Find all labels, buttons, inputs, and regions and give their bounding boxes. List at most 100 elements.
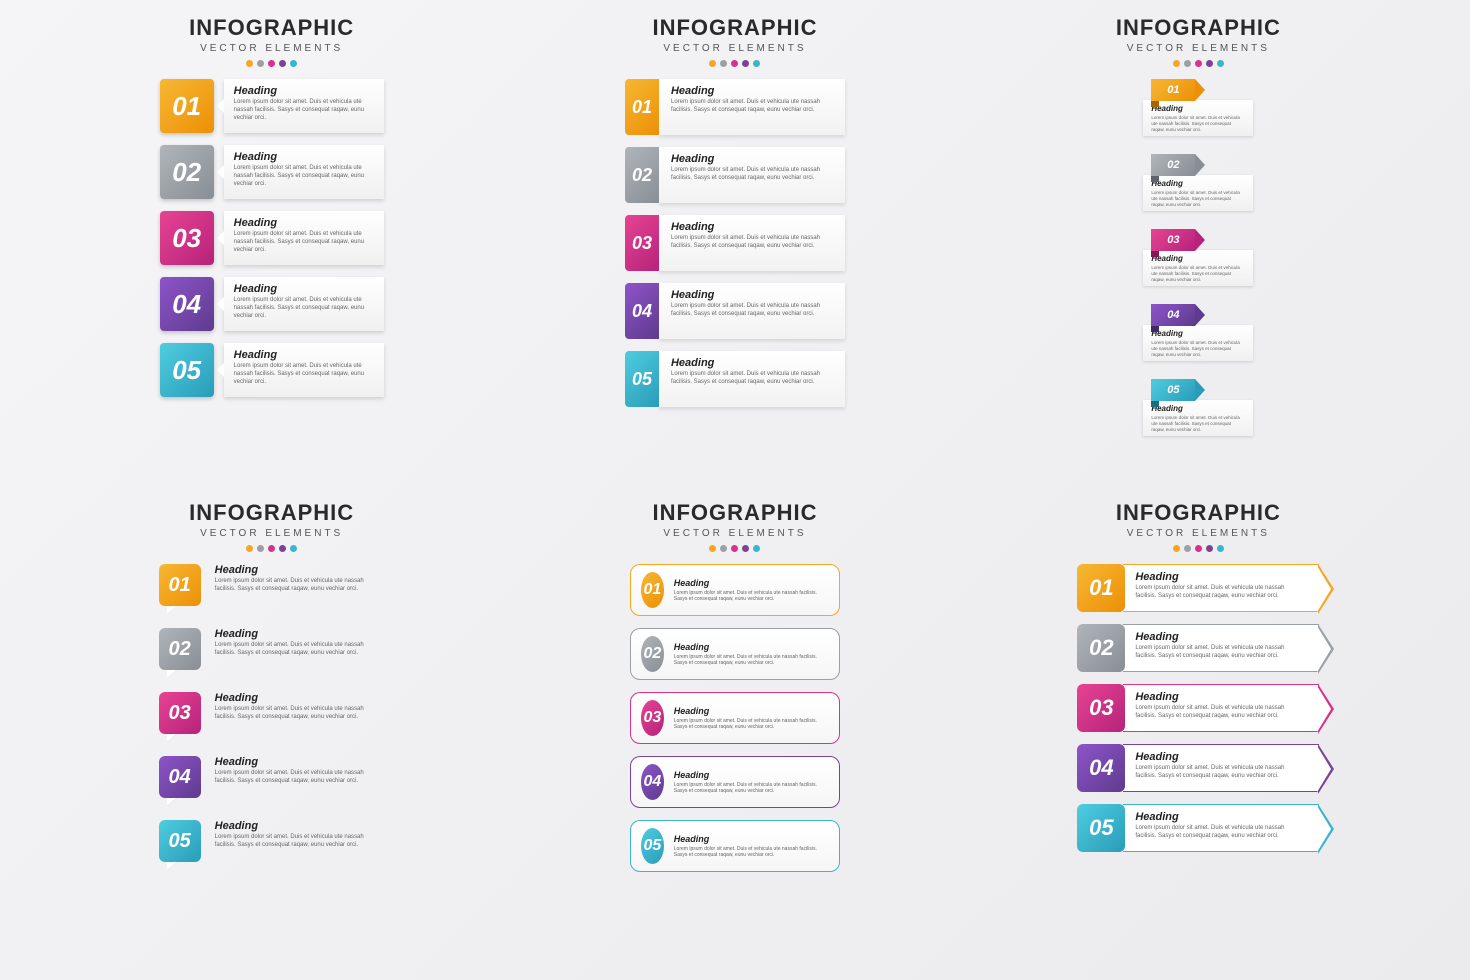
panel-title: INFOGRAPHIC xyxy=(189,500,354,526)
panel-title: INFOGRAPHIC xyxy=(652,15,817,41)
number-badge: 02 xyxy=(160,145,214,199)
list-item: 02HeadingLorem ipsum dolor sit amet. Dui… xyxy=(160,145,384,199)
item-body: Lorem ipsum dolor sit amet. Duis et vehi… xyxy=(671,371,833,387)
list-item: 05 Heading Lorem ipsum dolor sit amet. Dui… xyxy=(160,343,384,397)
item-text: HeadingLorem ipsum dolor sit amet. Duis … xyxy=(674,642,829,667)
ribbon-fold xyxy=(1151,176,1159,182)
number-badge: 01 xyxy=(160,79,214,133)
item-banner: HeadingLorem ipsum dolor sit amet. Duis … xyxy=(1123,564,1319,612)
item-card: HeadingLorem ipsum dolor sit amet. Duis … xyxy=(659,215,845,271)
item-body: Lorem ipsum dolor sit amet. Duis et vehi… xyxy=(674,718,829,731)
item-card: HeadingLorem ipsum dolor sit amet. Duis … xyxy=(659,79,845,135)
infographic-panel-3: INFOGRAPHICVECTOR ELEMENTS01HeadingLorem… xyxy=(987,15,1410,480)
item-text: Heading Lorem ipsum dolor sit amet. Duis … xyxy=(215,756,385,786)
color-dot xyxy=(279,545,286,552)
item-heading: Heading xyxy=(215,756,385,768)
item-heading: Heading xyxy=(234,151,374,163)
item-heading: Heading xyxy=(1135,751,1306,763)
item-heading: Heading xyxy=(215,564,385,576)
panel-header: INFOGRAPHICVECTOR ELEMENTS xyxy=(189,15,354,67)
ribbon-fold xyxy=(1151,251,1159,257)
item-text: HeadingLorem ipsum dolor sit amet. Duis … xyxy=(674,834,829,859)
item-heading: Heading xyxy=(674,706,829,716)
item-body: Lorem ipsum dolor sit amet. Duis et vehi… xyxy=(1135,825,1306,841)
item-text: Heading Lorem ipsum dolor sit amet. Duis … xyxy=(215,692,385,722)
item-heading: Heading xyxy=(234,85,374,97)
list-item: 04HeadingLorem ipsum dolor sit amet. Dui… xyxy=(1077,744,1319,792)
color-dot xyxy=(1184,60,1191,67)
infographic-panel-5: INFOGRAPHICVECTOR ELEMENTS01HeadingLorem… xyxy=(523,500,946,965)
item-card: HeadingLorem ipsum dolor sit amet. Duis … xyxy=(659,351,845,407)
list-item: 01HeadingLorem ipsum dolor sit amet. Dui… xyxy=(1077,564,1319,612)
item-body: Lorem ipsum dolor sit amet. Duis et vehi… xyxy=(234,231,374,254)
item-heading: Heading xyxy=(234,349,374,361)
list-item: 04HeadingLorem ipsum dolor sit amet. Dui… xyxy=(625,283,845,339)
color-dot xyxy=(1206,60,1213,67)
list-item: 01HeadingLorem ipsum dolor sit amet. Dui… xyxy=(625,79,845,135)
item-heading: Heading xyxy=(1151,254,1245,263)
item-body: Lorem ipsum dolor sit amet. Duis et vehi… xyxy=(215,706,385,722)
number-arrow: 04 xyxy=(1151,304,1195,326)
number-badge: 05 xyxy=(1077,804,1125,852)
panel-title: INFOGRAPHIC xyxy=(189,15,354,41)
item-body: Lorem ipsum dolor sit amet. Duis et vehi… xyxy=(234,363,374,386)
list-item: 01HeadingLorem ipsum dolor sit amet. Dui… xyxy=(630,564,840,616)
item-card: HeadingLorem ipsum dolor sit amet. Duis … xyxy=(224,79,384,133)
item-text: HeadingLorem ipsum dolor sit amet. Duis … xyxy=(215,628,385,658)
item-heading: Heading xyxy=(674,770,829,780)
item-text: HeadingLorem ipsum dolor sit amet. Duis … xyxy=(215,820,385,850)
panel-title: INFOGRAPHIC xyxy=(1116,500,1281,526)
panel-header: INFOGRAPHIC VECTOR ELEMENTS xyxy=(189,500,354,552)
item-card: HeadingLorem ipsum dolor sit amet. Duis … xyxy=(1143,400,1253,436)
item-heading: Heading xyxy=(1151,104,1245,113)
number-circle: 03 xyxy=(641,700,664,736)
item-text: HeadingLorem ipsum dolor sit amet. Duis … xyxy=(215,564,385,594)
number-badge: 05 xyxy=(160,343,214,397)
color-dot xyxy=(1173,60,1180,67)
number-badge: 01 xyxy=(1077,564,1125,612)
number-arrow: 03 xyxy=(1151,229,1195,251)
item-heading: Heading xyxy=(215,692,385,704)
color-dot xyxy=(1195,60,1202,67)
panel-subtitle: VECTOR ELEMENTS xyxy=(1116,43,1281,54)
color-dot xyxy=(290,545,297,552)
number-bubble: 02 xyxy=(159,628,201,670)
number-circle: 04 xyxy=(641,764,664,800)
number-arrow: 05 xyxy=(1151,379,1195,401)
panel-title: INFOGRAPHIC xyxy=(1116,15,1281,41)
item-card: HeadingLorem ipsum dolor sit amet. Duis … xyxy=(1143,325,1253,361)
item-card: Heading Lorem ipsum dolor sit amet. Duis … xyxy=(224,343,384,397)
color-dot xyxy=(742,545,749,552)
list-item: 05 HeadingLorem ipsum dolor sit amet. Dui… xyxy=(630,820,840,872)
number-circle: 05 xyxy=(641,828,664,864)
item-heading: Heading xyxy=(671,289,833,301)
item-heading: Heading xyxy=(1151,179,1245,188)
color-dot xyxy=(709,60,716,67)
item-banner: HeadingLorem ipsum dolor sit amet. Duis … xyxy=(1123,804,1319,852)
color-dot xyxy=(246,545,253,552)
item-body: Lorem ipsum dolor sit amet. Duis et vehi… xyxy=(215,770,385,786)
item-body: Lorem ipsum dolor sit amet. Duis et vehi… xyxy=(1135,645,1306,661)
list-item: 03HeadingLorem ipsum dolor sit amet. Dui… xyxy=(1143,229,1253,286)
panel-subtitle: VECTOR ELEMENTS xyxy=(189,528,354,539)
number-arrow: 01 xyxy=(1151,79,1195,101)
color-dots xyxy=(189,545,354,552)
panel-subtitle: VECTOR ELEMENTS xyxy=(652,528,817,539)
item-heading: Heading xyxy=(234,283,374,295)
number-tab: 02 xyxy=(625,147,659,203)
item-body: Lorem ipsum dolor sit amet. Duis et vehi… xyxy=(1151,190,1245,208)
item-card: HeadingLorem ipsum dolor sit amet. Duis … xyxy=(224,211,384,265)
item-body: Lorem ipsum dolor sit amet. Duis et vehi… xyxy=(215,642,385,658)
item-card: HeadingLorem ipsum dolor sit amet. Duis … xyxy=(1143,250,1253,286)
color-dots xyxy=(652,60,817,67)
list-item: 02HeadingLorem ipsum dolor sit amet. Dui… xyxy=(630,628,840,680)
color-dot xyxy=(246,60,253,67)
item-text: HeadingLorem ipsum dolor sit amet. Duis … xyxy=(674,770,829,795)
item-body: Lorem ipsum dolor sit amet. Duis et vehi… xyxy=(1135,765,1306,781)
number-badge: 03 xyxy=(1077,684,1125,732)
list-item: 03HeadingLorem ipsum dolor sit amet. Dui… xyxy=(159,692,385,734)
item-body: Lorem ipsum dolor sit amet. Duis et vehi… xyxy=(215,834,385,850)
list-item: 01HeadingLorem ipsum dolor sit amet. Dui… xyxy=(159,564,385,606)
item-heading: Heading xyxy=(1135,571,1306,583)
item-body: Lorem ipsum dolor sit amet. Duis et vehi… xyxy=(1151,340,1245,358)
